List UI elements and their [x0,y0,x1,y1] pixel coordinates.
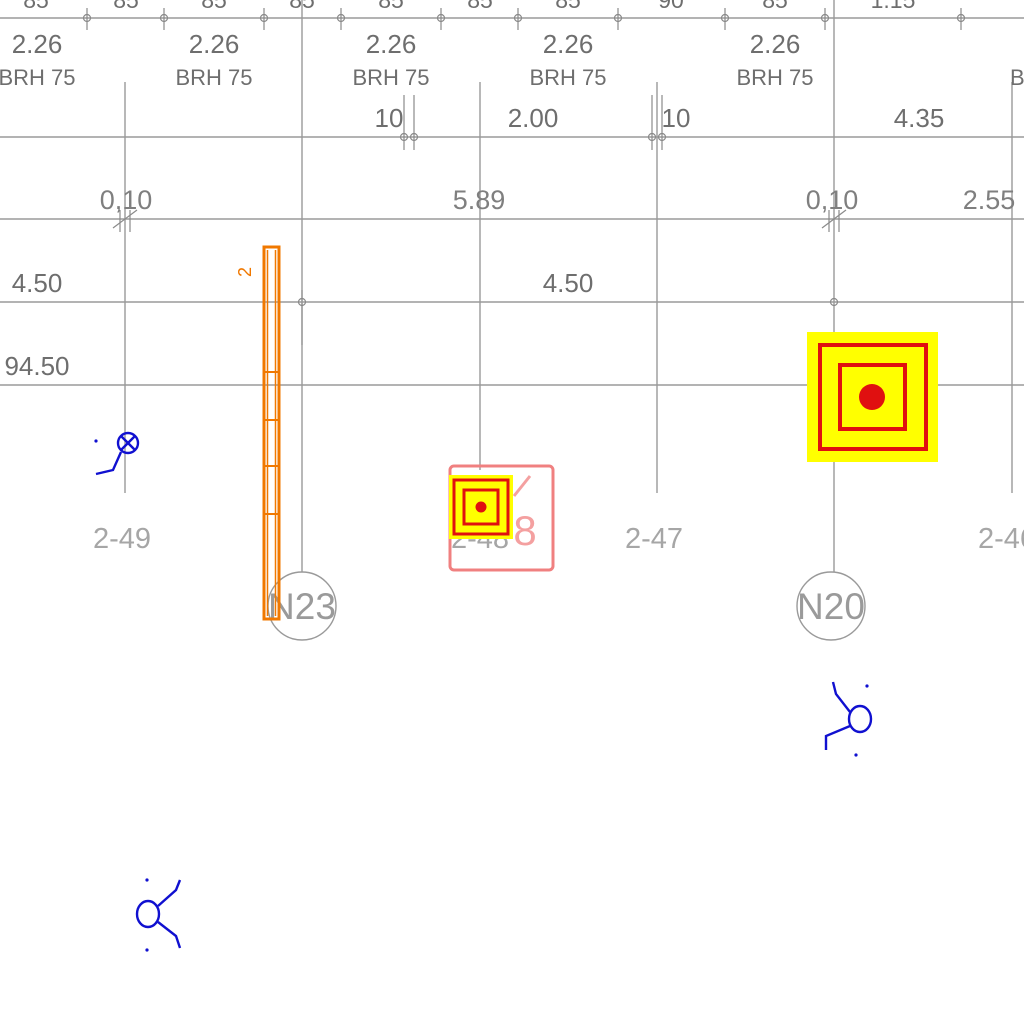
room-2-46: 2-46 [978,523,1024,555]
dimension-row-5: 4.50 4.50 94.50 [4,268,593,381]
dim-gap-right: 10 [662,103,691,133]
top-dim-10: 1.15 [871,0,916,13]
top-dim-3: 85 [201,0,227,13]
grid-lines [124,0,1013,572]
room-2-47: 2-47 [625,523,683,555]
dim-wall-right: 0,10 [806,185,859,215]
window-type-2: BRH 75 [175,65,252,90]
axis-n20: N20 [797,586,865,627]
top-dim-8: 90 [658,0,684,13]
window-dim-5: 2.26 [750,29,801,59]
dim-height-left: 4.50 [12,268,63,298]
dim-middle: 2.00 [508,103,559,133]
dimension-row-3: 10 2.00 10 4.35 [375,103,945,133]
window-dim-1: 2.26 [12,29,63,59]
stair-element[interactable]: 2 [235,245,281,621]
window-labels: 2.26 2.26 2.26 2.26 2.26 BRH 75 BRH 75 B… [0,29,1024,90]
dim-wall-left: 0,10 [100,185,153,215]
dim-gap-left: 10 [375,103,404,133]
fixture-symbol-2 [824,681,873,757]
window-dim-4: 2.26 [543,29,594,59]
top-dimension-labels: 85 85 85 85 85 85 85 90 85 1.15 [23,0,915,13]
fixture-symbol-1 [94,431,140,476]
dim-span: 5.89 [453,185,506,215]
svg-text:8: 8 [513,507,536,554]
dim-right: 4.35 [894,103,945,133]
top-dim-9: 85 [762,0,788,13]
top-dim-2: 85 [113,0,139,13]
window-type-4: BRH 75 [529,65,606,90]
dimension-ticks [82,8,966,307]
dimension-lines [0,17,1024,386]
window-type-3: BRH 75 [352,65,429,90]
window-type-1: BRH 75 [0,65,76,90]
window-type-6: BRH 75 [1010,65,1024,90]
dim-far-right: 2.55 [963,185,1016,215]
fixture-symbol-3 [135,878,182,952]
top-dim-1: 85 [23,0,49,13]
top-dim-5: 85 [378,0,404,13]
room-labels: 2-49 2-48 2-47 2-46 [93,523,1024,555]
target-marker-large[interactable] [807,332,938,462]
dimension-row-4: 0,10 5.89 0,10 2.55 [100,185,1016,215]
dim-height-middle: 4.50 [543,268,594,298]
target-marker-small[interactable] [449,475,513,539]
window-dim-2: 2.26 [189,29,240,59]
top-dim-7: 85 [555,0,581,13]
level-label: 94.50 [4,351,69,381]
axis-bubbles: N23 N20 [267,571,866,641]
window-type-5: BRH 75 [736,65,813,90]
room-2-49: 2-49 [93,523,151,555]
top-dim-6: 85 [467,0,493,13]
stair-mark: 2 [235,267,255,277]
top-dim-4: 85 [289,0,315,13]
window-dim-3: 2.26 [366,29,417,59]
